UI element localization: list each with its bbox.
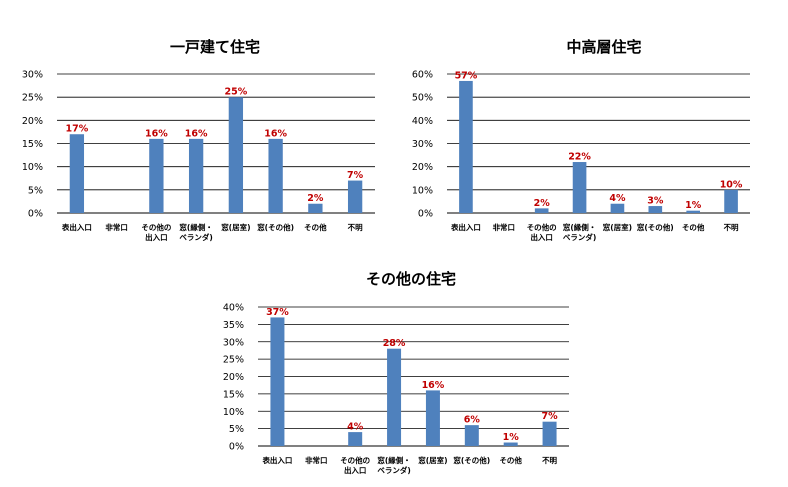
data-label: 7% xyxy=(347,170,364,181)
data-label: 2% xyxy=(307,193,324,204)
bar xyxy=(308,203,323,213)
chart-midrise-housing: 中高層住宅 0% 10% 20% 30% 40% 50% 60% 57% 表出入口 非常口 2% その他… xyxy=(412,38,750,242)
x-tick-label: 不明 xyxy=(724,223,739,232)
x-tick-label: 窓(居室) xyxy=(221,222,250,232)
bar xyxy=(69,134,85,213)
y-tick-label: 35% xyxy=(223,320,244,331)
x-tick-label: 非常口 xyxy=(493,222,516,232)
x-tick-label: 表出入口 xyxy=(62,222,92,232)
y-tick-label: 15% xyxy=(22,139,43,150)
bar xyxy=(534,208,549,213)
y-tick-label: 25% xyxy=(223,355,244,366)
x-tick-label: 窓(その他) xyxy=(257,222,294,232)
bar xyxy=(268,138,283,213)
data-label: 4% xyxy=(609,193,626,204)
bar xyxy=(348,432,363,446)
data-label: 1% xyxy=(685,200,702,211)
y-tick-label: 10% xyxy=(22,162,43,173)
data-label: 37% xyxy=(266,307,289,318)
x-tick-label: 不明 xyxy=(542,456,557,465)
bar xyxy=(387,348,402,446)
data-label: 16% xyxy=(422,380,445,391)
bar xyxy=(610,203,625,213)
data-label: 4% xyxy=(347,422,364,433)
x-tick-label: 非常口 xyxy=(105,222,128,232)
bar xyxy=(542,421,557,446)
y-tick-label: 0% xyxy=(229,442,244,453)
y-tick-label: 5% xyxy=(229,424,244,435)
x-tick-label: 不明 xyxy=(348,223,363,232)
bar xyxy=(572,162,587,213)
x-tick-label: 表出入口 xyxy=(451,222,481,232)
x-tick-label: 窓(縁側・ベランダ) xyxy=(377,455,410,475)
y-tick-label: 10% xyxy=(412,185,433,196)
y-tick-label: 60% xyxy=(412,70,433,81)
bar xyxy=(648,206,663,213)
y-tick-label: 30% xyxy=(223,337,244,348)
data-label: 10% xyxy=(720,179,743,190)
chart-other-housing: その他の住宅 0% 5% 10% 15% 20% 25% 30% 35% 40% 37% 表出入口 非常… xyxy=(223,270,569,475)
x-tick-label: その他 xyxy=(682,222,705,232)
y-tick-label: 20% xyxy=(223,372,244,383)
x-tick-label: 窓(居室) xyxy=(418,455,447,465)
data-label: 6% xyxy=(464,415,481,426)
bar xyxy=(503,442,518,446)
data-label: 25% xyxy=(225,87,248,98)
bar xyxy=(228,97,244,213)
data-label: 3% xyxy=(647,196,664,207)
y-tick-label: 30% xyxy=(412,139,433,150)
bar xyxy=(686,210,701,213)
data-label: 22% xyxy=(568,152,591,163)
y-tick-label: 15% xyxy=(223,389,244,400)
bar xyxy=(347,180,363,213)
bar xyxy=(188,138,204,213)
chart-title: その他の住宅 xyxy=(366,270,456,288)
data-label: 17% xyxy=(66,124,89,135)
data-label: 16% xyxy=(185,128,208,139)
x-tick-label: その他 xyxy=(304,222,327,232)
x-tick-label: 非常口 xyxy=(305,455,328,465)
data-label: 1% xyxy=(503,432,520,443)
x-tick-label: 表出入口 xyxy=(262,455,292,465)
data-label: 7% xyxy=(541,411,558,422)
x-tick-label: 窓(その他) xyxy=(637,222,674,232)
y-tick-label: 20% xyxy=(22,116,43,127)
y-tick-label: 5% xyxy=(28,185,43,196)
y-tick-label: 40% xyxy=(412,116,433,127)
data-label: 28% xyxy=(383,338,406,349)
x-tick-label: その他の出入口 xyxy=(340,455,370,475)
bar xyxy=(270,317,285,446)
y-tick-label: 0% xyxy=(28,209,43,220)
chart-title: 一戸建て住宅 xyxy=(170,38,260,56)
y-tick-label: 50% xyxy=(412,93,433,104)
bar xyxy=(459,80,473,213)
x-tick-label: その他 xyxy=(499,455,522,465)
y-tick-label: 30% xyxy=(22,70,43,81)
chart-detached-house: 一戸建て住宅 0% 5% 10% 15% 20% 25% 30% 17% 表出入口 非常口 16% その… xyxy=(22,38,375,242)
x-tick-label: 窓(居室) xyxy=(603,222,632,232)
data-label: 57% xyxy=(455,70,478,81)
x-tick-label: 窓(その他) xyxy=(453,455,490,465)
x-tick-label: 窓(縁側・ベランダ) xyxy=(179,222,212,242)
bar xyxy=(149,138,164,213)
data-label: 2% xyxy=(534,198,551,209)
bar xyxy=(724,189,738,213)
x-tick-label: その他の出入口 xyxy=(141,222,171,242)
data-label: 16% xyxy=(264,128,287,139)
y-tick-label: 10% xyxy=(223,407,244,418)
y-tick-label: 20% xyxy=(412,162,433,173)
x-tick-label: その他の出入口 xyxy=(527,222,557,242)
bar xyxy=(425,390,440,446)
chart-title: 中高層住宅 xyxy=(566,38,641,56)
x-tick-label: 窓(縁側・ベランダ) xyxy=(563,222,596,242)
y-tick-label: 40% xyxy=(223,303,244,314)
data-label: 16% xyxy=(145,128,168,139)
y-tick-label: 25% xyxy=(22,93,43,104)
y-tick-label: 0% xyxy=(418,209,433,220)
bar xyxy=(464,425,479,446)
